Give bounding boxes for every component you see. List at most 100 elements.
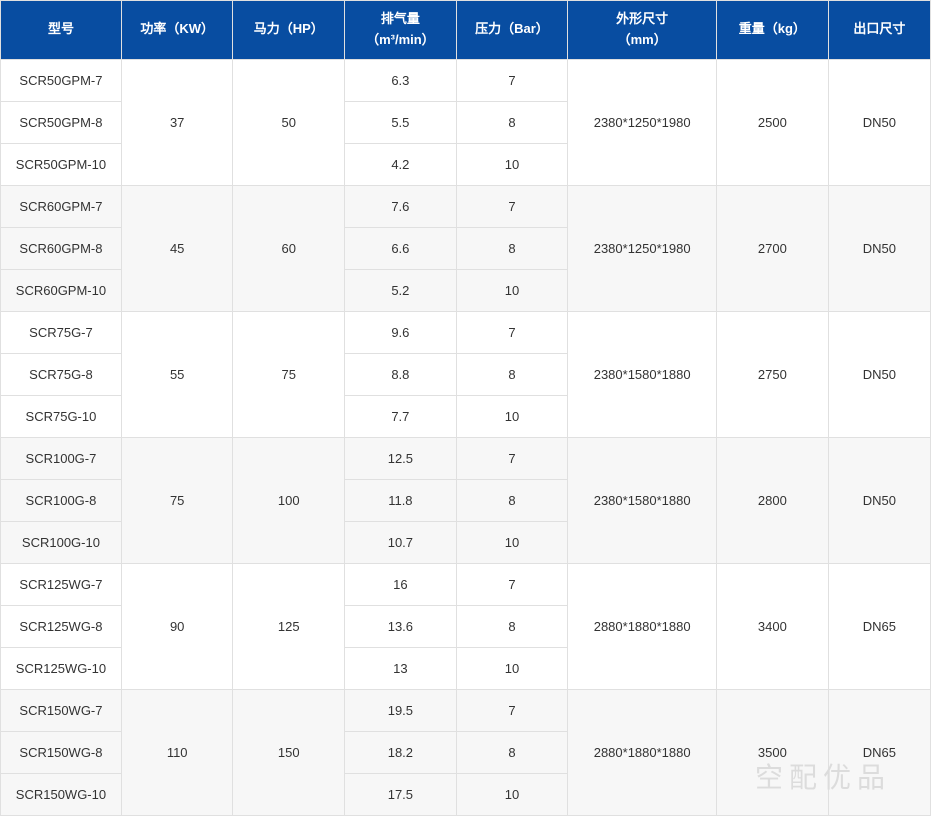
- cell-model: SCR100G-10: [1, 521, 122, 563]
- cell-displacement: 5.2: [345, 269, 457, 311]
- cell-displacement: 19.5: [345, 689, 457, 731]
- cell-model: SCR50GPM-8: [1, 101, 122, 143]
- cell-power: 110: [121, 689, 233, 815]
- cell-pressure: 7: [456, 563, 568, 605]
- cell-pressure: 7: [456, 311, 568, 353]
- cell-model: SCR125WG-7: [1, 563, 122, 605]
- cell-pressure: 8: [456, 353, 568, 395]
- cell-model: SCR60GPM-10: [1, 269, 122, 311]
- cell-outlet: DN50: [828, 59, 930, 185]
- table-head: 型号 功率（KW） 马力（HP） 排气量（m³/min） 压力（Bar） 外形尺…: [1, 1, 931, 60]
- cell-displacement: 9.6: [345, 311, 457, 353]
- cell-pressure: 10: [456, 521, 568, 563]
- cell-outlet: DN65: [828, 689, 930, 815]
- th-weight: 重量（kg）: [717, 1, 829, 60]
- cell-displacement: 12.5: [345, 437, 457, 479]
- cell-hp: 150: [233, 689, 345, 815]
- cell-displacement: 11.8: [345, 479, 457, 521]
- cell-weight: 2500: [717, 59, 829, 185]
- cell-pressure: 10: [456, 395, 568, 437]
- cell-pressure: 8: [456, 479, 568, 521]
- cell-displacement: 8.8: [345, 353, 457, 395]
- table-row: SCR150WG-711015019.572880*1880*18803500D…: [1, 689, 931, 731]
- cell-hp: 125: [233, 563, 345, 689]
- cell-model: SCR75G-7: [1, 311, 122, 353]
- cell-model: SCR125WG-10: [1, 647, 122, 689]
- cell-outlet: DN50: [828, 437, 930, 563]
- table-row: SCR75G-755759.672380*1580*18802750DN50: [1, 311, 931, 353]
- cell-displacement: 13.6: [345, 605, 457, 647]
- cell-dimensions: 2880*1880*1880: [568, 563, 717, 689]
- th-model: 型号: [1, 1, 122, 60]
- th-dimensions: 外形尺寸（mm）: [568, 1, 717, 60]
- cell-pressure: 7: [456, 437, 568, 479]
- cell-displacement: 10.7: [345, 521, 457, 563]
- cell-pressure: 10: [456, 143, 568, 185]
- cell-model: SCR150WG-10: [1, 773, 122, 815]
- th-outlet: 出口尺寸: [828, 1, 930, 60]
- cell-hp: 100: [233, 437, 345, 563]
- cell-outlet: DN50: [828, 185, 930, 311]
- cell-displacement: 6.6: [345, 227, 457, 269]
- cell-displacement: 4.2: [345, 143, 457, 185]
- cell-weight: 3500: [717, 689, 829, 815]
- cell-model: SCR100G-7: [1, 437, 122, 479]
- cell-power: 90: [121, 563, 233, 689]
- cell-dimensions: 2380*1580*1880: [568, 311, 717, 437]
- th-pressure: 压力（Bar）: [456, 1, 568, 60]
- cell-weight: 2700: [717, 185, 829, 311]
- cell-weight: 2800: [717, 437, 829, 563]
- table-row: SCR100G-77510012.572380*1580*18802800DN5…: [1, 437, 931, 479]
- cell-pressure: 8: [456, 227, 568, 269]
- cell-weight: 2750: [717, 311, 829, 437]
- cell-power: 45: [121, 185, 233, 311]
- cell-weight: 3400: [717, 563, 829, 689]
- cell-dimensions: 2380*1250*1980: [568, 185, 717, 311]
- cell-hp: 60: [233, 185, 345, 311]
- cell-model: SCR100G-8: [1, 479, 122, 521]
- cell-pressure: 7: [456, 59, 568, 101]
- cell-displacement: 6.3: [345, 59, 457, 101]
- cell-dimensions: 2380*1250*1980: [568, 59, 717, 185]
- cell-power: 37: [121, 59, 233, 185]
- cell-displacement: 16: [345, 563, 457, 605]
- cell-model: SCR75G-10: [1, 395, 122, 437]
- cell-pressure: 7: [456, 185, 568, 227]
- cell-displacement: 18.2: [345, 731, 457, 773]
- th-power: 功率（KW）: [121, 1, 233, 60]
- cell-power: 75: [121, 437, 233, 563]
- cell-power: 55: [121, 311, 233, 437]
- th-displacement: 排气量（m³/min）: [345, 1, 457, 60]
- table-row: SCR50GPM-737506.372380*1250*19802500DN50: [1, 59, 931, 101]
- cell-outlet: DN50: [828, 311, 930, 437]
- table-row: SCR60GPM-745607.672380*1250*19802700DN50: [1, 185, 931, 227]
- cell-outlet: DN65: [828, 563, 930, 689]
- cell-pressure: 10: [456, 773, 568, 815]
- cell-pressure: 10: [456, 647, 568, 689]
- cell-displacement: 5.5: [345, 101, 457, 143]
- cell-model: SCR60GPM-7: [1, 185, 122, 227]
- table-row: SCR125WG-7901251672880*1880*18803400DN65: [1, 563, 931, 605]
- cell-hp: 75: [233, 311, 345, 437]
- cell-model: SCR75G-8: [1, 353, 122, 395]
- cell-displacement: 17.5: [345, 773, 457, 815]
- spec-table: 型号 功率（KW） 马力（HP） 排气量（m³/min） 压力（Bar） 外形尺…: [0, 0, 931, 816]
- cell-model: SCR50GPM-10: [1, 143, 122, 185]
- cell-pressure: 8: [456, 101, 568, 143]
- cell-dimensions: 2380*1580*1880: [568, 437, 717, 563]
- cell-model: SCR150WG-7: [1, 689, 122, 731]
- cell-dimensions: 2880*1880*1880: [568, 689, 717, 815]
- cell-displacement: 7.6: [345, 185, 457, 227]
- cell-model: SCR125WG-8: [1, 605, 122, 647]
- cell-pressure: 8: [456, 731, 568, 773]
- cell-pressure: 7: [456, 689, 568, 731]
- cell-model: SCR150WG-8: [1, 731, 122, 773]
- cell-pressure: 8: [456, 605, 568, 647]
- cell-pressure: 10: [456, 269, 568, 311]
- header-row: 型号 功率（KW） 马力（HP） 排气量（m³/min） 压力（Bar） 外形尺…: [1, 1, 931, 60]
- cell-model: SCR60GPM-8: [1, 227, 122, 269]
- cell-model: SCR50GPM-7: [1, 59, 122, 101]
- table-body: SCR50GPM-737506.372380*1250*19802500DN50…: [1, 59, 931, 815]
- th-hp: 马力（HP）: [233, 1, 345, 60]
- cell-hp: 50: [233, 59, 345, 185]
